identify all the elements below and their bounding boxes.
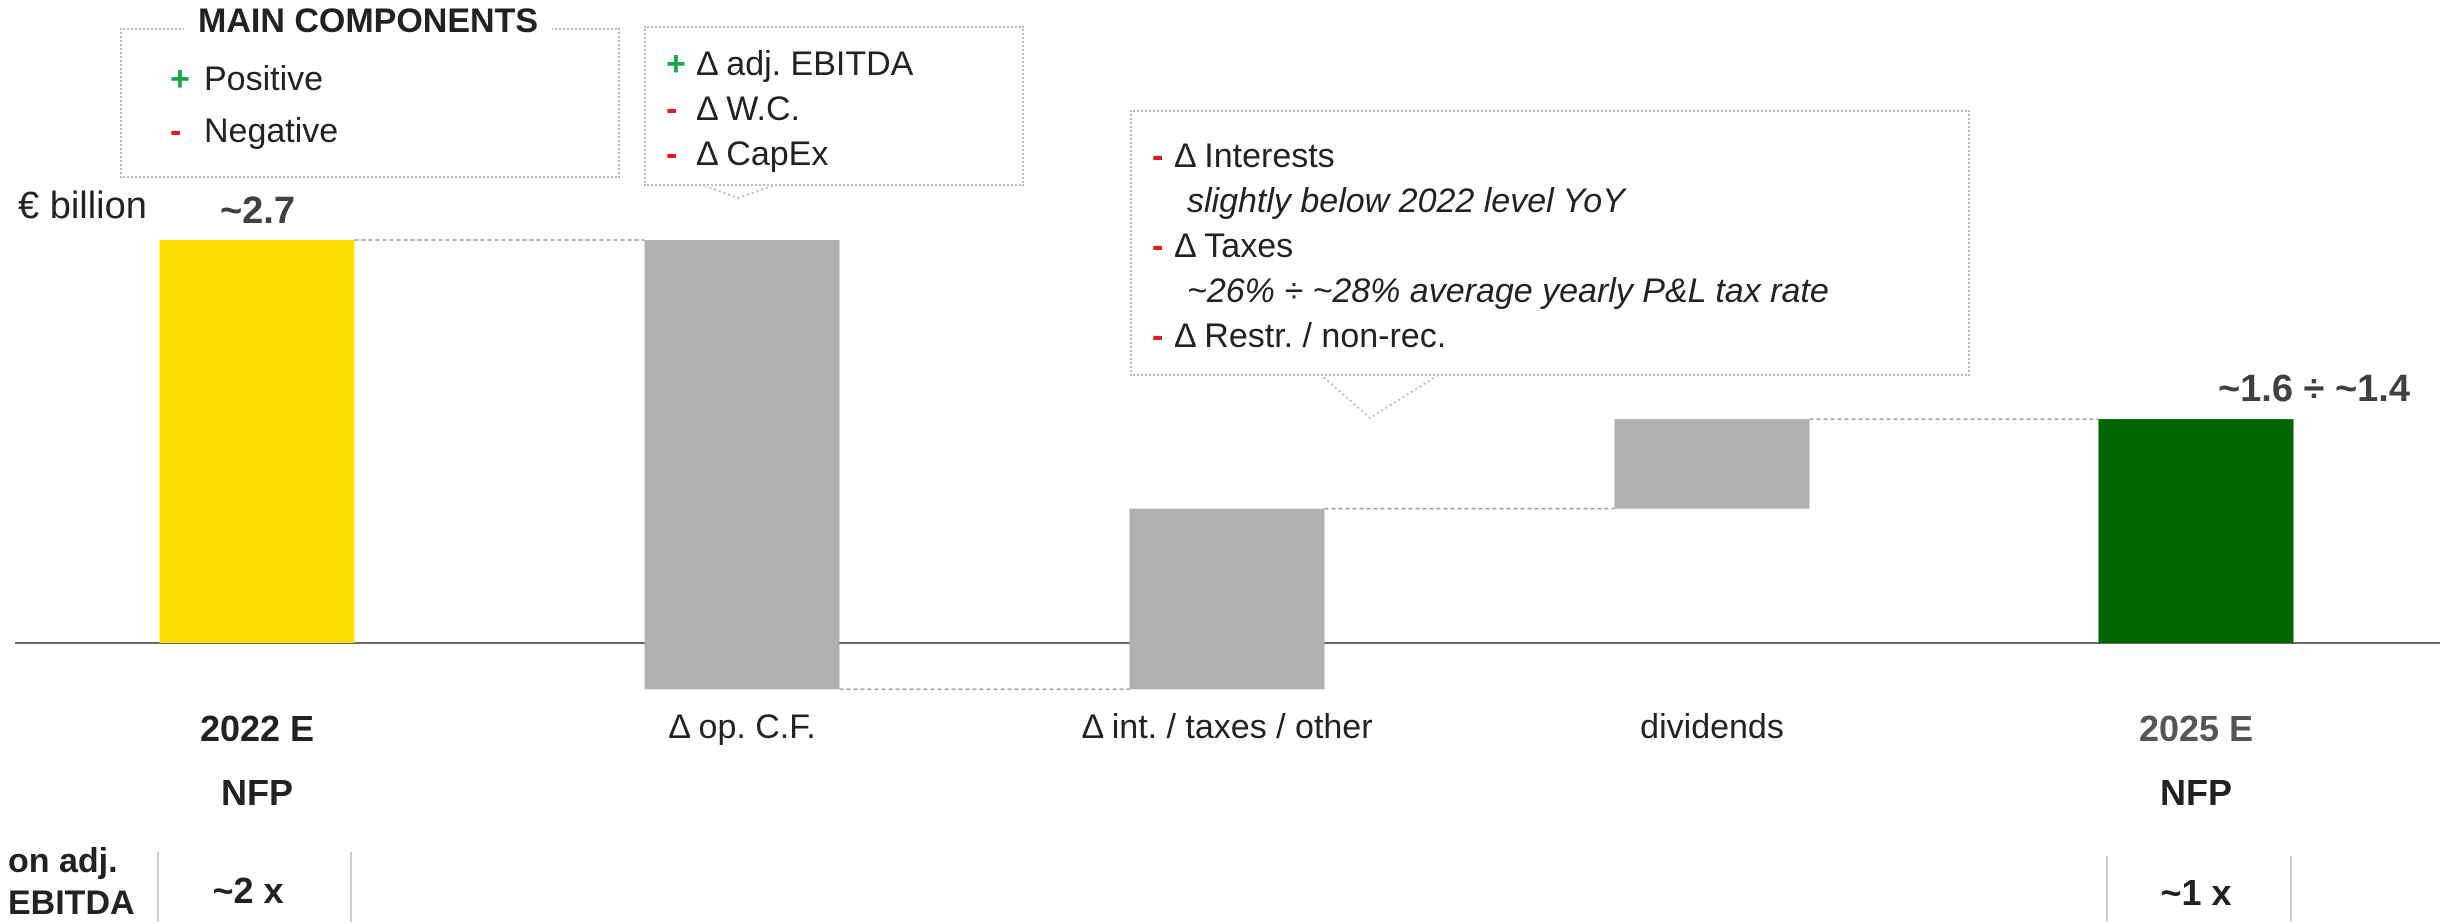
minus-icon: - xyxy=(1152,317,1164,355)
legend-box: MAIN COMPONENTS + Positive - Negative xyxy=(120,2,620,178)
unit-label: € billion xyxy=(18,185,147,227)
ratio-divider xyxy=(2290,856,2292,922)
minus-icon: - xyxy=(1152,227,1164,265)
data-label-2025: ~1.6 ÷ ~1.4 xyxy=(2217,368,2410,410)
callout-line: + Δ adj. EBITDA xyxy=(666,42,1022,87)
callout-op-cf: + Δ adj. EBITDA -Δ W.C. -Δ CapEx xyxy=(644,26,1024,186)
category-label: Δ op. C.F. xyxy=(668,708,816,746)
callout-line: -Δ CapEx xyxy=(666,132,1022,177)
plus-icon: + xyxy=(170,60,190,98)
category-label: 2022 E xyxy=(199,708,315,749)
ratio-value-2025: ~1 x xyxy=(2160,872,2232,913)
callout-line: -Δ Restr. / non-rec. xyxy=(1152,314,1968,359)
data-label-2022: ~2.7 xyxy=(219,190,296,232)
bar-1 xyxy=(159,240,355,643)
minus-icon: - xyxy=(666,135,678,173)
bar-4 xyxy=(1614,419,1810,509)
callout-line: -Δ W.C. xyxy=(666,87,1022,132)
callout-line: -Δ Taxes xyxy=(1152,224,1968,269)
callout-pointer xyxy=(699,183,779,200)
legend-label-positive: Positive xyxy=(204,60,324,98)
legend-item-positive: + Positive xyxy=(170,60,323,99)
sublabel-nfp: NFP xyxy=(221,772,293,813)
legend-label-negative: Negative xyxy=(204,112,339,150)
bar-3 xyxy=(1129,508,1325,690)
callout-pointer xyxy=(1319,373,1441,420)
category-label: dividends xyxy=(1640,708,1784,746)
minus-icon: - xyxy=(170,112,182,150)
ratio-divider xyxy=(2106,856,2108,922)
category-label: Δ int. / taxes / other xyxy=(1081,708,1373,746)
ratio-row-label: on adj. EBITDA xyxy=(8,842,135,922)
plus-icon: + xyxy=(666,45,686,83)
ratio-divider xyxy=(157,852,159,922)
bar-5 xyxy=(2098,419,2294,643)
callout-int-taxes: -Δ Interests slightly below 2022 level Y… xyxy=(1130,110,1970,376)
legend-title: MAIN COMPONENTS xyxy=(184,2,552,41)
legend-item-negative: - Negative xyxy=(170,112,338,151)
sublabel-nfp: NFP xyxy=(2160,772,2232,813)
callout-note: ~26% ÷ ~28% average yearly P&L tax rate xyxy=(1187,272,1829,310)
ratio-value-2022: ~2 x xyxy=(212,870,284,911)
minus-icon: - xyxy=(666,90,678,128)
callout-note: slightly below 2022 level YoY xyxy=(1187,182,1625,220)
category-label: 2025 E xyxy=(2138,708,2254,749)
minus-icon: - xyxy=(1152,137,1164,175)
callout-line: -Δ Interests xyxy=(1152,134,1968,179)
ratio-divider xyxy=(350,852,352,922)
bar-2 xyxy=(644,240,840,690)
